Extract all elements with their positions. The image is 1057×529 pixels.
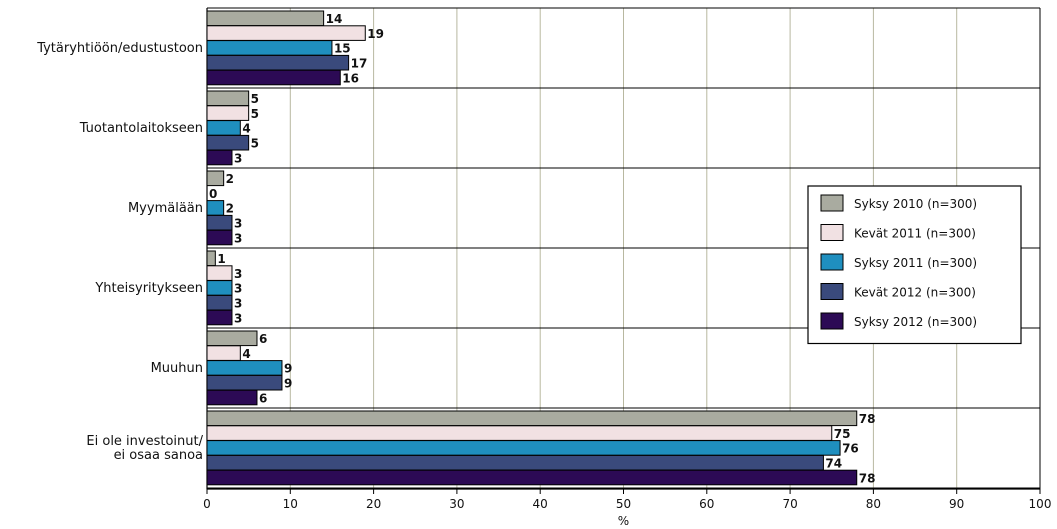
bar-value-label: 3	[234, 151, 242, 165]
bar	[206, 469, 858, 486]
bar-value-label: 3	[234, 282, 242, 296]
bar	[206, 229, 233, 246]
bar-value-label: 3	[234, 267, 242, 281]
bar-value-label: 76	[842, 442, 859, 456]
category-label: ei osaa sanoa	[114, 448, 203, 463]
bar	[206, 374, 283, 391]
legend-label: Syksy 2011 (n=300)	[854, 256, 977, 270]
category-label: Myymälään	[128, 201, 203, 216]
legend-swatch	[820, 283, 844, 300]
legend-label: Syksy 2010 (n=300)	[854, 197, 977, 211]
bar	[206, 440, 841, 456]
x-tick-label: 10	[283, 497, 298, 511]
x-tick-label: 30	[449, 497, 464, 511]
bar-value-label: 17	[351, 57, 368, 71]
bar-value-label: 78	[859, 471, 876, 485]
bar-value-label: 9	[284, 377, 292, 391]
bar	[206, 389, 258, 406]
bar	[206, 265, 233, 281]
x-tick-label: 20	[366, 497, 381, 511]
bar-value-label: 3	[234, 297, 242, 311]
bar	[206, 309, 233, 326]
bar	[206, 454, 824, 471]
bar	[206, 25, 366, 41]
legend-label: Kevät 2011 (n=300)	[854, 227, 976, 241]
bar	[206, 410, 858, 427]
legend-swatch	[820, 194, 844, 212]
bar	[206, 330, 258, 347]
bar-value-label: 14	[326, 12, 343, 26]
bar-value-label: 16	[342, 71, 359, 85]
category-label: Tuotantolaitokseen	[79, 121, 203, 136]
bar	[206, 280, 233, 296]
bar-value-label: 5	[251, 92, 259, 106]
bar	[206, 425, 833, 441]
bar-value-label: 3	[234, 311, 242, 325]
bar	[206, 250, 216, 267]
bar-value-label: 4	[242, 347, 250, 361]
bar	[206, 10, 325, 27]
bar-value-label: 3	[234, 217, 242, 231]
x-tick-label: 80	[866, 497, 881, 511]
bar	[206, 170, 225, 187]
x-tick-label: 90	[949, 497, 964, 511]
category-label: Yhteisyritykseen	[94, 281, 203, 296]
bar	[206, 294, 233, 311]
bar	[206, 214, 233, 231]
bar-value-label: 15	[334, 42, 351, 56]
bar	[206, 360, 283, 376]
bar	[206, 69, 341, 86]
bar-value-label: 5	[251, 107, 259, 121]
bar	[206, 134, 250, 151]
bar-value-label: 9	[284, 362, 292, 376]
bar-value-label: 4	[242, 122, 250, 136]
legend-label: Syksy 2012 (n=300)	[854, 315, 977, 329]
bar	[206, 345, 241, 361]
x-tick-label: 100	[1029, 497, 1052, 511]
bar-value-label: 19	[367, 27, 384, 41]
x-tick-label: 40	[533, 497, 548, 511]
bar-value-label: 2	[226, 172, 234, 186]
x-tick-label: 0	[203, 497, 211, 511]
bar	[206, 90, 250, 107]
legend-swatch	[820, 224, 844, 241]
bar	[206, 105, 250, 121]
bar-value-label: 2	[226, 202, 234, 216]
bar	[206, 54, 350, 71]
legend-label: Kevät 2012 (n=300)	[854, 286, 976, 300]
bar-value-label: 75	[834, 427, 851, 441]
x-tick-label: 50	[616, 497, 631, 511]
category-label: Ei ole investoinut/	[86, 434, 203, 449]
legend-swatch	[820, 312, 844, 330]
category-label: Tytäryhtiöön/edustustoon	[36, 41, 203, 56]
bar	[206, 149, 233, 166]
bar-value-label: 0	[209, 187, 217, 201]
bar	[206, 200, 225, 216]
bar-value-label: 3	[234, 231, 242, 245]
category-label: Muuhun	[151, 361, 203, 376]
bar-value-label: 1	[217, 252, 225, 266]
bar-value-label: 78	[859, 412, 876, 426]
bar-value-label: 74	[825, 457, 842, 471]
bar-value-label: 5	[251, 137, 259, 151]
x-tick-label: 70	[782, 497, 797, 511]
bar	[206, 120, 241, 136]
bar-value-label: 6	[259, 391, 267, 405]
bar	[206, 40, 333, 56]
bar-value-label: 6	[259, 332, 267, 346]
legend-swatch	[820, 253, 844, 271]
x-axis-title: %	[618, 514, 629, 528]
x-tick-label: 60	[699, 497, 714, 511]
